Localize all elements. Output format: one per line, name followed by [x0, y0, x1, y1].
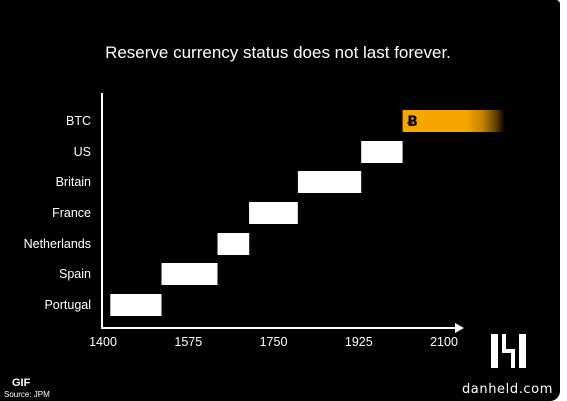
bar-portugal	[110, 294, 162, 316]
bar-us	[361, 141, 403, 163]
x-axis-arrow	[455, 323, 464, 333]
chart-title: Reserve currency status does not last fo…	[105, 43, 451, 62]
site-brand: danheld.com	[462, 382, 553, 397]
x-tick-1925: 1925	[345, 335, 373, 349]
category-label-us: US	[74, 145, 91, 159]
x-tick-1575: 1575	[174, 335, 202, 349]
gif-label: GIF	[12, 377, 31, 389]
h-logo-icon	[491, 334, 526, 368]
x-tick-2100: 2100	[430, 335, 458, 349]
bar-britain	[297, 171, 362, 193]
category-label-portugal: Portugal	[44, 298, 91, 312]
bitcoin-icon: Ƀ	[407, 114, 418, 130]
category-label-btc: BTC	[66, 114, 91, 128]
category-label-netherlands: Netherlands	[24, 237, 91, 251]
bar-spain	[161, 263, 218, 285]
x-tick-1750: 1750	[260, 335, 288, 349]
category-label-britain: Britain	[56, 175, 91, 189]
category-label-france: France	[52, 206, 91, 220]
bar-netherlands	[217, 233, 250, 255]
source-label: Source: JPM	[4, 390, 50, 399]
bars: Ƀ	[110, 110, 505, 316]
x-tick-labels: 1400 1575 1750 1925 2100	[89, 335, 458, 349]
bar-france	[249, 202, 298, 224]
bar-btc	[402, 110, 505, 132]
x-tick-1400: 1400	[89, 335, 117, 349]
category-labels: Portugal Spain Netherlands France Britain US B…	[24, 114, 91, 312]
category-label-spain: Spain	[59, 267, 91, 281]
